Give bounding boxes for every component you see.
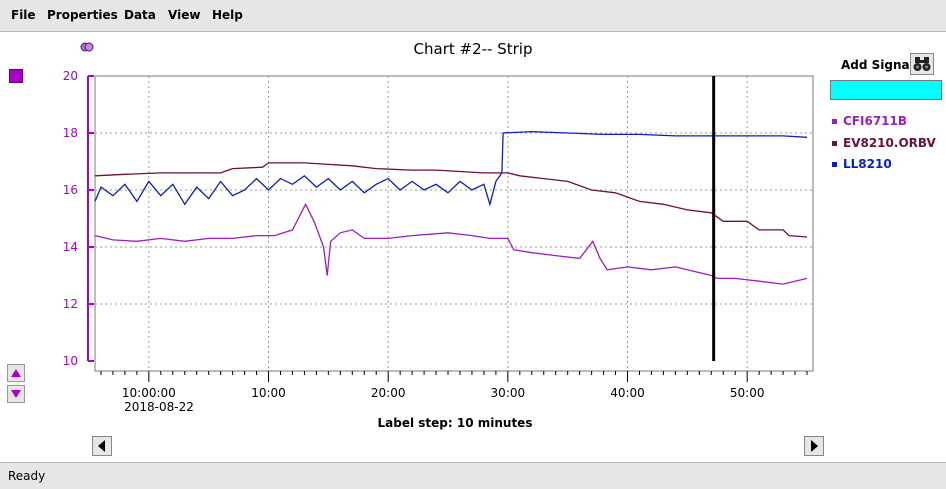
legend-label: EV8210.ORBV — [843, 136, 936, 150]
chart-title: Chart #2-- Strip — [413, 40, 533, 58]
scroll-right-button[interactable] — [804, 436, 824, 456]
arrow-right-icon — [811, 440, 818, 452]
series-lines — [94, 130, 808, 285]
legend-swatch — [832, 141, 837, 146]
legend-item-ev8210-orbv[interactable]: EV8210.ORBV — [832, 136, 936, 150]
plot-area — [94, 75, 814, 372]
arrow-left-icon — [98, 440, 105, 452]
x-tick-label: 10:00:00 — [121, 386, 176, 400]
scroll-left-button[interactable] — [92, 436, 112, 456]
x-date-label: 2018-08-22 — [124, 400, 194, 414]
y-tick-label: 16 — [62, 183, 78, 197]
x-tick-label: 10:00 — [251, 386, 286, 400]
y-tick-label: 18 — [62, 126, 78, 140]
series-line-cfi6711b — [94, 202, 808, 285]
x-tick-label: 40:00 — [610, 386, 645, 400]
menu-file[interactable]: File — [11, 8, 36, 22]
x-tick-label: 20:00 — [370, 386, 406, 400]
legend-item-cfi6711b[interactable]: CFI6711B — [832, 114, 907, 128]
menu-view[interactable]: View — [168, 8, 201, 22]
arrow-down-icon — [11, 390, 21, 398]
status-text: Ready — [8, 469, 46, 483]
reset-zoom-icon[interactable] — [80, 40, 94, 54]
menu-bar: File Properties Data View Help — [0, 0, 946, 32]
arrow-up-icon — [11, 369, 21, 377]
legend-swatch — [832, 119, 837, 124]
legend-swatch — [832, 162, 837, 167]
binoculars-icon — [913, 57, 931, 71]
y-tick-label: 12 — [62, 297, 78, 311]
y-tick-label: 20 — [62, 69, 78, 83]
menu-properties[interactable]: Properties — [47, 8, 118, 22]
x-tick-label: 50:00 — [729, 386, 765, 400]
y-scroll-down-button[interactable] — [7, 385, 25, 403]
axis-color-swatch[interactable] — [9, 69, 23, 83]
add-signal-label: Add Signal — [841, 58, 914, 72]
plot-grid — [95, 76, 813, 371]
y-tick-label: 14 — [62, 240, 78, 254]
y-scroll-up-button[interactable] — [7, 364, 25, 382]
legend-label: CFI6711B — [843, 114, 908, 128]
menu-help[interactable]: Help — [212, 8, 243, 22]
series-line-ev8210-orbv — [94, 162, 808, 238]
series-line-ll8210 — [94, 130, 808, 207]
legend-item-ll8210[interactable]: LL8210 — [832, 157, 892, 171]
signal-input[interactable] — [830, 80, 942, 100]
x-tick-label: 30:00 — [490, 386, 526, 400]
y-tick-label: 10 — [62, 354, 78, 368]
label-step-text: Label step: 10 minutes — [377, 416, 533, 430]
menu-data[interactable]: Data — [124, 8, 156, 22]
find-signal-button[interactable] — [910, 53, 934, 75]
legend-label: LL8210 — [843, 157, 892, 171]
status-bar: Ready — [0, 462, 946, 489]
x-axis-ticks — [100, 371, 808, 382]
y-axis-ticks — [88, 75, 94, 362]
